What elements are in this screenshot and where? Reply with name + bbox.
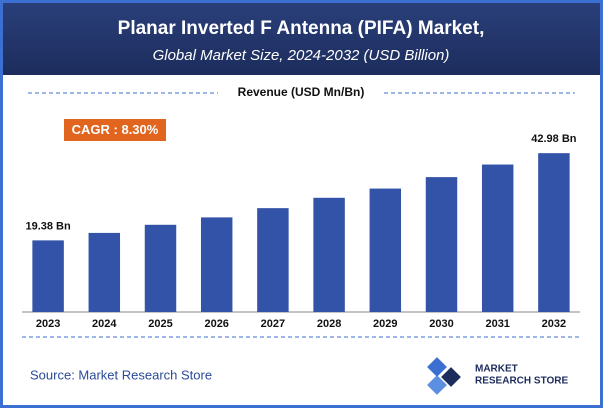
source: Source: Market Research Store (30, 367, 212, 382)
bar (369, 188, 402, 312)
x-tick-label: 2023 (36, 318, 60, 330)
bar (425, 177, 458, 312)
logo-text: RESEARCH STORE (475, 376, 568, 387)
cagr-box (64, 119, 166, 141)
x-tick-label: 2025 (148, 318, 172, 330)
logo (427, 357, 461, 395)
bar (481, 164, 514, 312)
x-tick-label: 2024 (92, 318, 117, 330)
cagr-label: CAGR : 8.30% (72, 122, 159, 137)
bar (88, 232, 121, 312)
x-tick-label: 2026 (204, 318, 228, 330)
x-tick-label: 2029 (373, 318, 397, 330)
x-tick-label: 2031 (485, 318, 509, 330)
data-label: 19.38 Bn (25, 220, 71, 232)
bar (538, 153, 570, 312)
chart-title: Planar Inverted F Antenna (PIFA) Market, (118, 18, 485, 39)
bar (32, 240, 64, 312)
chart-subtitle: Global Market Size, 2024-2032 (USD Billi… (153, 47, 450, 64)
bar (144, 224, 177, 312)
axis-label: Revenue (USD Mn/Bn) (238, 85, 365, 99)
bar (200, 217, 233, 312)
logo-text: MARKET (475, 364, 518, 375)
data-label: 42.98 Bn (531, 133, 577, 145)
bar (313, 197, 345, 312)
x-tick-label: 2030 (429, 318, 453, 330)
bar (257, 208, 289, 312)
x-tick-label: 2032 (542, 318, 566, 330)
x-tick-label: 2027 (261, 318, 285, 330)
x-tick-label: 2028 (317, 318, 341, 330)
header (3, 3, 600, 75)
